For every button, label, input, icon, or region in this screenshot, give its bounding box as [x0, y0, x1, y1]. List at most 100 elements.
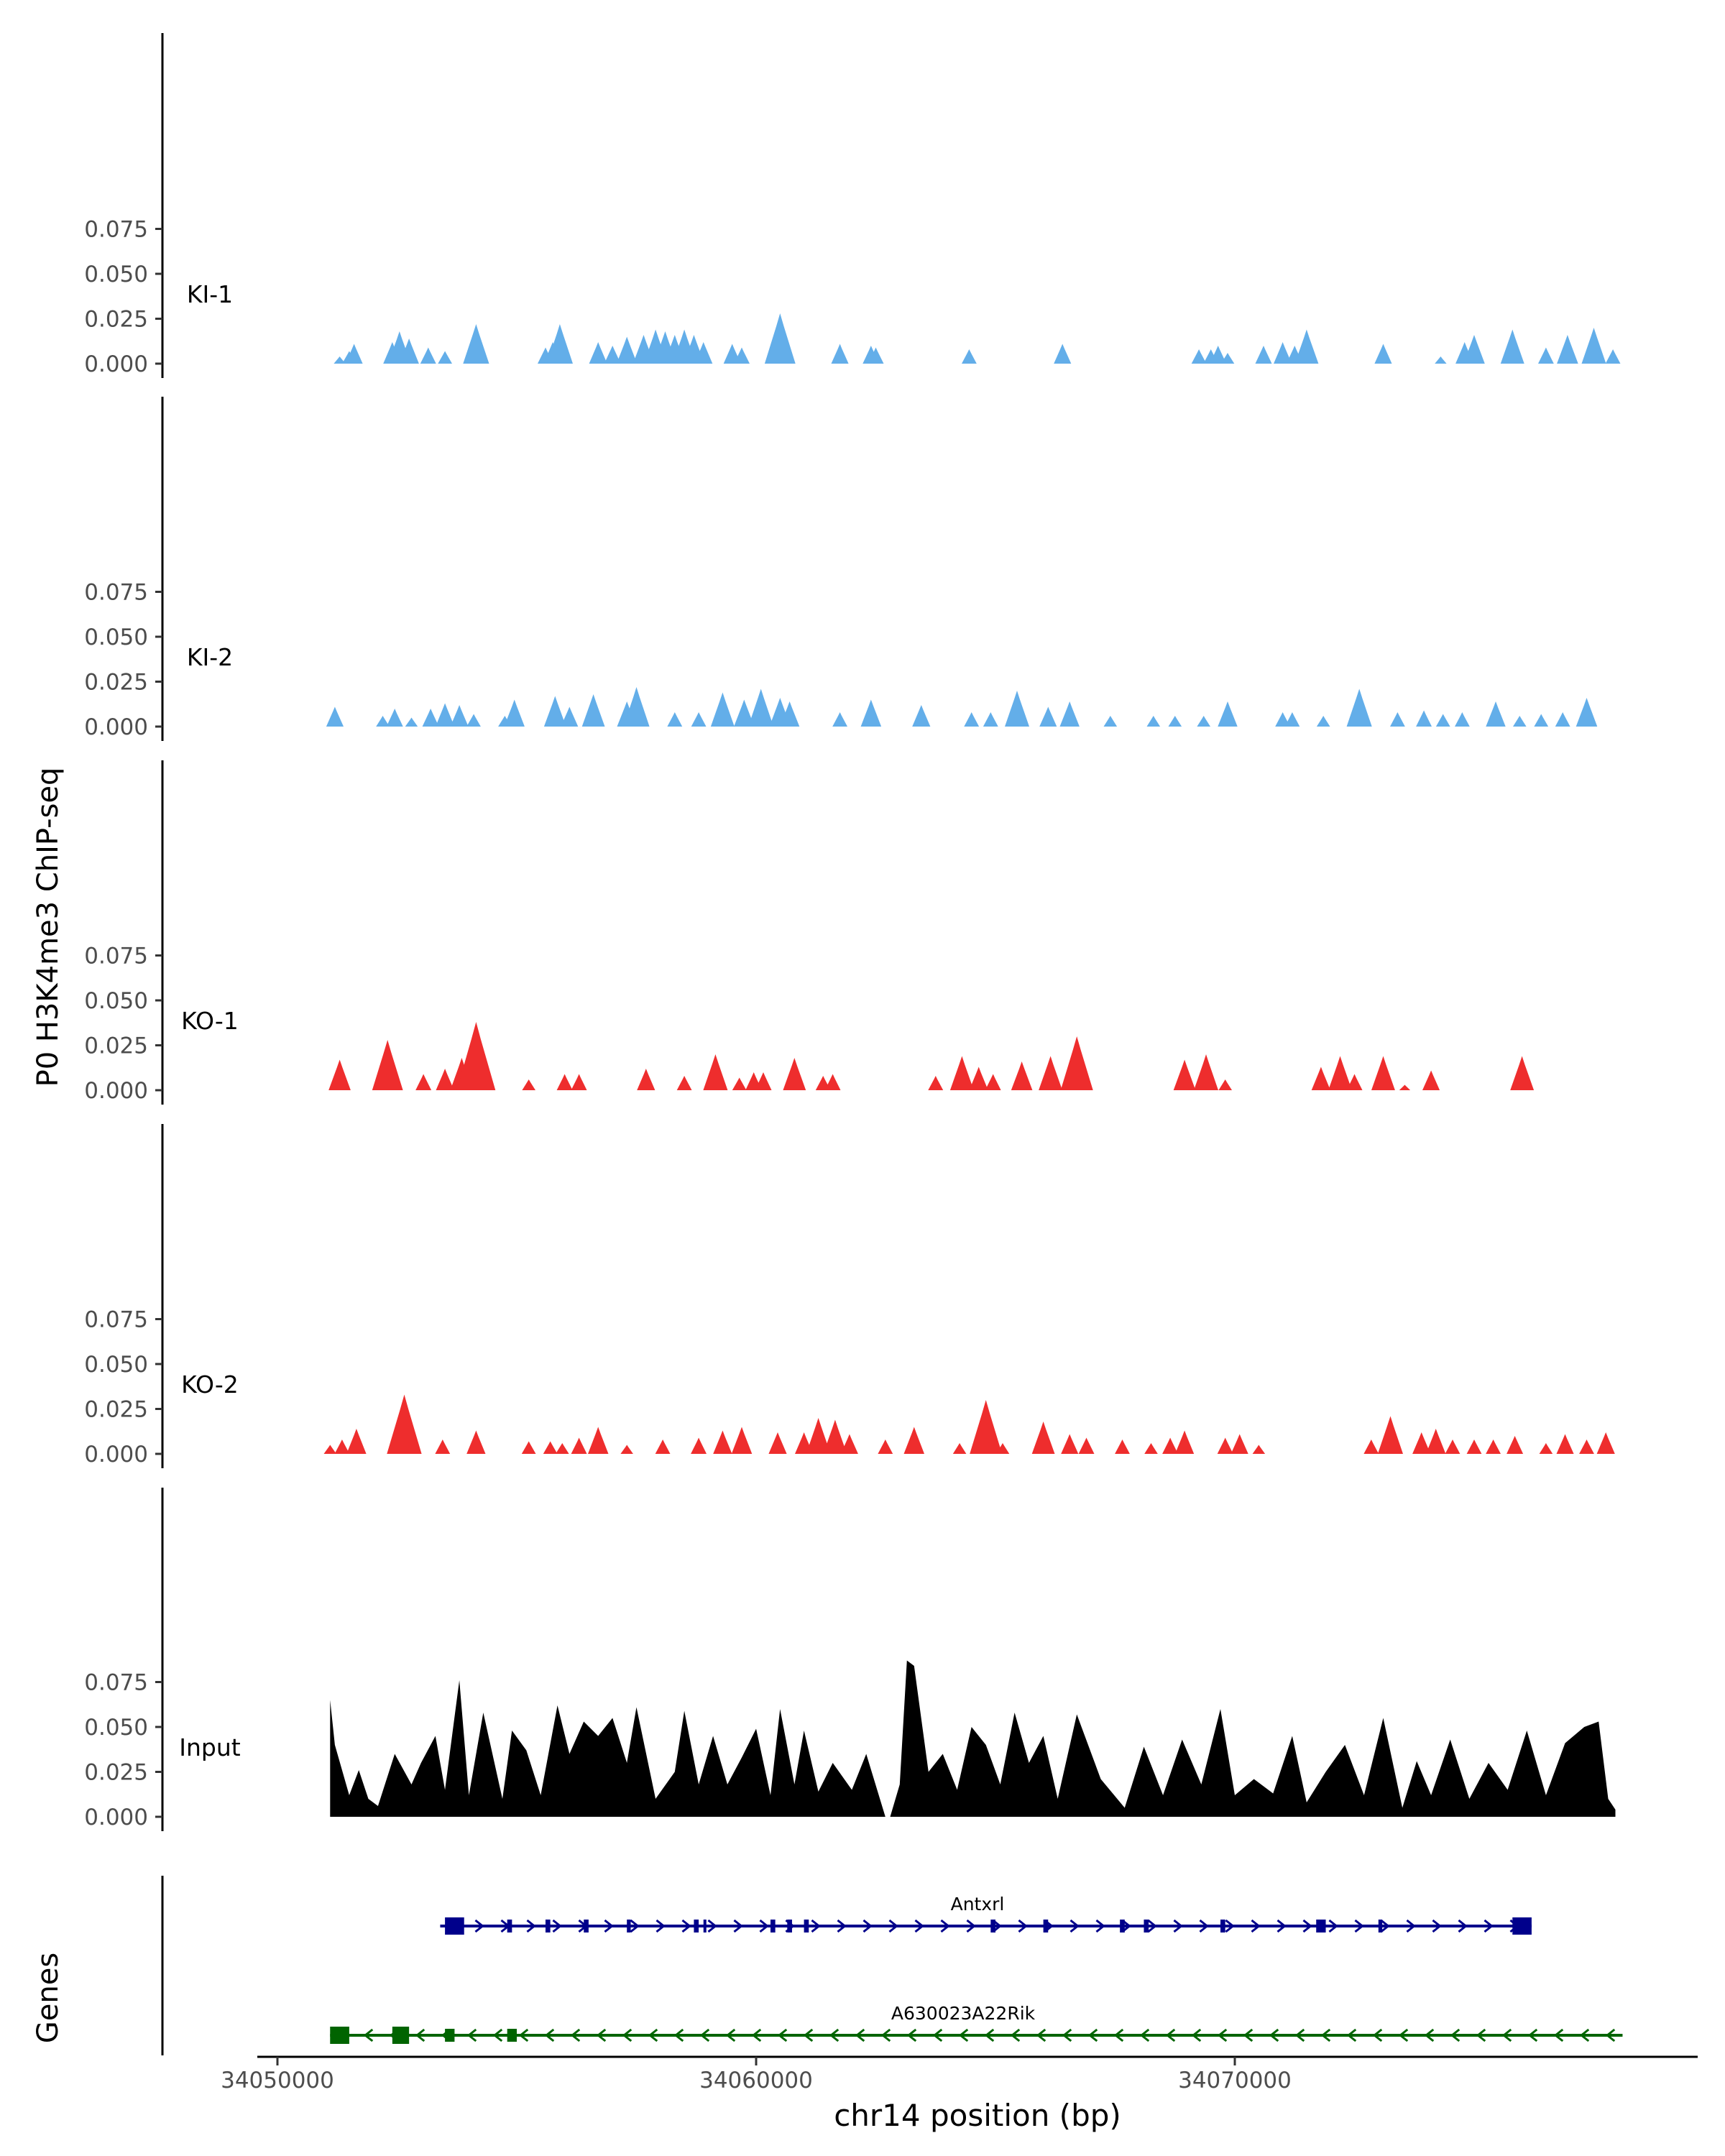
strand-arrow [699, 2028, 710, 2042]
coverage-peak [691, 1437, 707, 1454]
y-tick-label: 0.025 [84, 307, 148, 333]
strand-arrow [966, 1919, 976, 1933]
strand-arrow [837, 1919, 847, 1933]
coverage-peak [1078, 1437, 1095, 1454]
strand-arrow [1354, 1919, 1364, 1933]
coverage-peak [450, 705, 469, 727]
strand-arrow [1095, 1919, 1105, 1933]
coverage-peak [1294, 329, 1319, 364]
strand-arrow [1346, 2028, 1357, 2042]
strand-arrow [1501, 2028, 1512, 2042]
coverage-peak [1054, 344, 1072, 364]
y-tick-label: 0.000 [84, 714, 148, 740]
y-tick-label: 0.025 [84, 1760, 148, 1786]
coverage-peak [983, 712, 998, 727]
coverage-peak [928, 1076, 944, 1090]
coverage-peak [620, 1445, 633, 1454]
strand-arrow [888, 1919, 898, 1933]
coverage-peak [1146, 716, 1161, 727]
strand-arrow [811, 1919, 821, 1933]
y-tick-label: 0.000 [84, 351, 148, 377]
coverage-peak [435, 1439, 451, 1454]
coverage-peak [1168, 716, 1182, 727]
y-tick-label: 0.075 [84, 1670, 148, 1696]
strand-arrow [1605, 2028, 1616, 2042]
coverage-peak [556, 1074, 573, 1090]
coverage-peak [1576, 698, 1598, 727]
coverage-peak [1596, 1432, 1615, 1454]
gene-exon [627, 1920, 631, 1932]
strand-arrow [604, 1919, 614, 1933]
coverage-peak [1217, 1437, 1233, 1454]
coverage-peak [1162, 1437, 1178, 1454]
coverage-peak [694, 342, 713, 364]
coverage-peak [1399, 1084, 1411, 1090]
coverage-peak [1255, 346, 1272, 364]
coverage-peak [466, 714, 481, 727]
coverage-peak [806, 1418, 831, 1454]
strand-arrow [630, 1919, 640, 1933]
coverage-peak [1500, 329, 1524, 364]
coverage-peak [748, 688, 774, 727]
coverage-peak [1039, 1056, 1062, 1090]
track-name-label: KI-1 [187, 280, 233, 308]
y-tick-label: 0.050 [84, 1715, 148, 1741]
gene-exon [392, 2027, 410, 2044]
coverage-peak [824, 1074, 841, 1090]
strand-arrow [1225, 1919, 1235, 1933]
gene-exon [1378, 1920, 1383, 1932]
coverage-peak [764, 313, 796, 364]
y-tick-label: 0.050 [84, 1352, 148, 1378]
gene-track-label: Genes [32, 1953, 65, 2043]
coverage-peak [438, 351, 452, 364]
gene-exon [1512, 1917, 1532, 1935]
coverage-peak [1486, 701, 1506, 727]
strand-arrow [622, 2028, 632, 2042]
x-tick-label: 34050000 [221, 2068, 334, 2093]
coverage-peak [1274, 342, 1292, 364]
coverage-peak [903, 1427, 924, 1454]
strand-arrow [1484, 1919, 1494, 1933]
coverage-peak [588, 1427, 609, 1454]
y-tick-label: 0.075 [84, 580, 148, 606]
strand-arrow [363, 2028, 374, 2042]
strand-arrow [526, 1919, 536, 1933]
coverage-peak [832, 712, 847, 727]
coverage-peak [1513, 716, 1527, 727]
coverage-peak [713, 1430, 732, 1454]
coverage-peak [1210, 346, 1227, 364]
coverage-peak [323, 1445, 336, 1454]
coverage-peak [1422, 1070, 1440, 1090]
gene-exon [1220, 1920, 1225, 1932]
strand-arrow [1147, 1919, 1157, 1933]
coverage-peak [1463, 335, 1485, 364]
coverage-peak [616, 336, 638, 364]
y-tick-label: 0.050 [84, 625, 148, 650]
coverage-peak [868, 347, 884, 364]
coverage-peak [703, 1054, 728, 1090]
coverage-peak [334, 356, 346, 364]
strand-arrow [1424, 2028, 1435, 2042]
coverage-peak [1005, 691, 1029, 727]
track-input: 0.000 0.025 0.050 0.075 Input [84, 1488, 1616, 1831]
strand-arrow [751, 2028, 762, 2042]
coverage-peak [561, 706, 579, 727]
strand-arrow [1372, 2028, 1383, 2042]
coverage-peak [571, 1074, 587, 1090]
coverage-peak [1556, 1434, 1574, 1454]
strand-arrow [1328, 1919, 1338, 1933]
coverage-peak [456, 1022, 496, 1090]
coverage-peak [623, 687, 650, 727]
strand-arrow [648, 2028, 658, 2042]
coverage-peak [964, 712, 980, 727]
coverage-peak [1218, 701, 1238, 727]
coverage-peak [463, 324, 489, 364]
coverage-peak [1538, 347, 1554, 364]
coverage-peak [831, 344, 849, 364]
gene-exon [1316, 1920, 1326, 1932]
coverage-peak [1579, 1439, 1594, 1454]
track-ko-1: 0.000 0.025 0.050 0.075 KO-1 [84, 760, 1535, 1105]
strand-arrow [829, 2028, 840, 2042]
y-tick-label: 0.000 [84, 1442, 148, 1468]
coverage-peak [436, 703, 455, 727]
